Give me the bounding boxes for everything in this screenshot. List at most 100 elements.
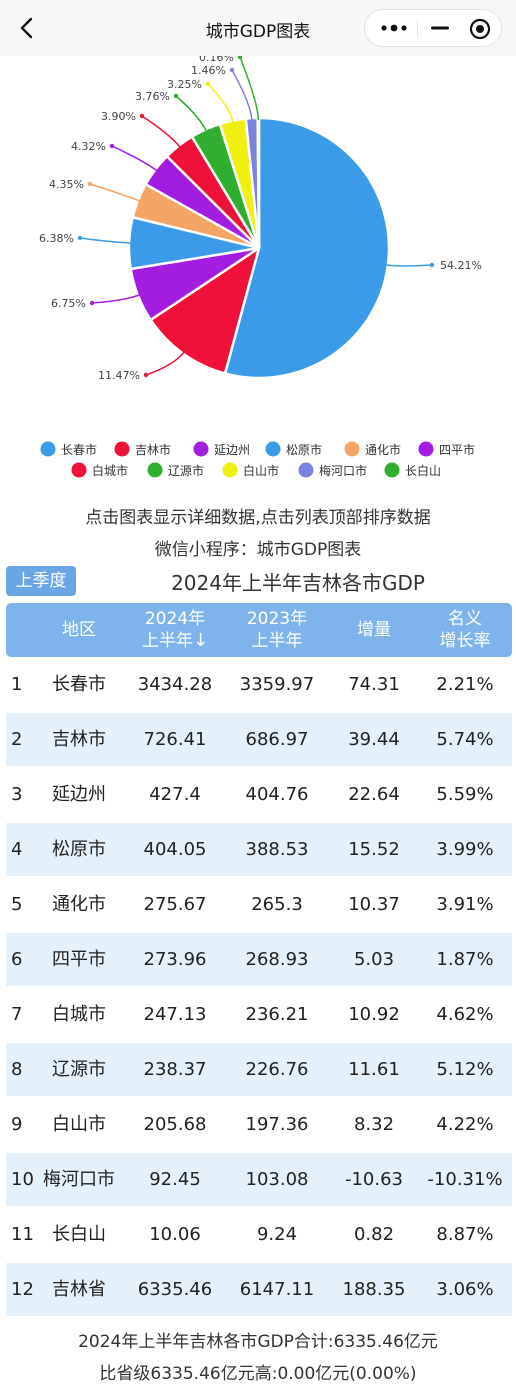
cell-name: 松原市 — [52, 839, 106, 860]
sort-arrow-icon: ↓ — [192, 630, 209, 651]
cell-name: 四平市 — [52, 949, 106, 970]
cell-rate: 8.87% — [436, 1224, 494, 1245]
legend-item[interactable]: 辽源市 — [147, 462, 205, 479]
table-row[interactable]: 3 延边州 427.4 404.76 22.64 5.59% — [6, 768, 512, 821]
legend-label: 白山市 — [243, 463, 279, 478]
more-dots-icon[interactable] — [379, 19, 409, 37]
cell-name: 吉林省 — [52, 1279, 106, 1300]
cell-inc: 22.64 — [348, 784, 400, 805]
table-row[interactable]: 10 梅河口市 92.45 103.08 -10.63 -10.31% — [6, 1153, 512, 1206]
cell-v2024: 247.13 — [143, 1004, 207, 1025]
slice-percent-label: 3.25% — [167, 78, 202, 91]
header-increase[interactable]: 增量 — [332, 603, 416, 657]
legend-item[interactable]: 白城市 — [71, 462, 129, 479]
legend-swatch — [344, 441, 360, 457]
legend-swatch — [114, 441, 130, 457]
legend-item[interactable]: 延边州 — [193, 441, 251, 458]
legend-label: 长白山 — [405, 463, 441, 478]
cell-rate: 5.12% — [436, 1059, 494, 1080]
table-row[interactable]: 8 辽源市 238.37 226.76 11.61 5.12% — [6, 1043, 512, 1096]
cell-idx: 7 — [11, 1004, 23, 1025]
cell-idx: 12 — [11, 1279, 34, 1300]
cell-idx: 5 — [11, 894, 23, 915]
slice-percent-label: 4.35% — [49, 178, 84, 191]
cell-name: 通化市 — [52, 894, 106, 915]
cell-v2024: 3434.28 — [137, 674, 213, 695]
legend-swatch — [418, 441, 434, 457]
pie-slice[interactable] — [256, 116, 261, 249]
back-arrow-icon[interactable] — [14, 14, 42, 42]
leader-line — [89, 183, 141, 202]
slice-percent-label: 54.21% — [440, 259, 482, 272]
table-row[interactable]: 5 通化市 275.67 265.3 10.37 3.91% — [6, 878, 512, 931]
table-row[interactable]: 11 长白山 10.06 9.24 0.82 8.87% — [6, 1208, 512, 1261]
table-row[interactable]: 2 吉林市 726.41 686.97 39.44 5.74% — [6, 713, 512, 766]
table-row[interactable]: 7 白城市 247.13 236.21 10.92 4.62% — [6, 988, 512, 1041]
cell-v2024: 404.05 — [143, 839, 207, 860]
legend-item[interactable]: 吉林市 — [114, 441, 172, 458]
cell-name: 长白山 — [52, 1224, 106, 1245]
header-2024-line1: 2024年 — [144, 609, 206, 629]
legend-item[interactable]: 通化市 — [344, 441, 402, 458]
cell-inc: 10.92 — [348, 1004, 400, 1025]
legend-item[interactable]: 长春市 — [40, 441, 98, 458]
slice-percent-label: 11.47% — [98, 369, 140, 382]
legend-label: 四平市 — [439, 442, 475, 457]
cell-name: 白城市 — [52, 1004, 106, 1025]
minimize-icon[interactable] — [425, 19, 455, 37]
header-growth-rate[interactable]: 名义 增长率 — [418, 603, 512, 657]
header-2023h1[interactable]: 2023年 上半年 — [230, 603, 324, 657]
header-region-label: 地区 — [62, 620, 96, 640]
legend-item[interactable]: 长白山 — [384, 462, 442, 479]
capsule-divider — [417, 21, 418, 37]
legend-label: 白城市 — [92, 463, 128, 478]
legend-item[interactable]: 梅河口市 — [298, 462, 368, 479]
previous-quarter-button[interactable]: 上季度 — [6, 566, 76, 596]
cell-v2024: 273.96 — [143, 949, 207, 970]
cell-v2023: 3359.97 — [239, 674, 315, 695]
cell-rate: 5.59% — [436, 784, 494, 805]
mini-program-capsule — [364, 9, 502, 47]
cell-v2023: 265.3 — [251, 894, 303, 915]
table-row[interactable]: 4 松原市 404.05 388.53 15.52 3.99% — [6, 823, 512, 876]
cell-rate: 3.91% — [436, 894, 494, 915]
cell-idx: 2 — [11, 729, 23, 750]
mini-program-hint: 微信小程序：城市GDP图表 — [154, 540, 362, 560]
leader-line — [91, 294, 141, 304]
cell-rate: 4.22% — [436, 1114, 494, 1135]
target-circle-icon[interactable] — [469, 18, 491, 40]
cell-idx: 1 — [11, 674, 23, 695]
header-increase-label: 增量 — [357, 620, 391, 640]
cell-v2023: 197.36 — [245, 1114, 309, 1135]
table-row[interactable]: 1 长春市 3434.28 3359.97 74.31 2.21% — [6, 658, 512, 711]
legend-item[interactable]: 四平市 — [418, 441, 476, 458]
legend-item[interactable]: 白山市 — [222, 462, 280, 479]
cell-v2024: 427.4 — [149, 784, 201, 805]
leader-dot — [143, 372, 149, 378]
cell-name: 延边州 — [52, 784, 106, 805]
legend-swatch — [40, 441, 56, 457]
header-2024h1[interactable]: 2024年 上半年↓ — [128, 603, 222, 657]
table-row[interactable]: 9 白山市 205.68 197.36 8.32 4.22% — [6, 1098, 512, 1151]
cell-rate: 2.21% — [436, 674, 494, 695]
table-row[interactable]: 12 吉林省 6335.46 6147.11 188.35 3.06% — [6, 1263, 512, 1316]
legend-label: 吉林市 — [135, 442, 171, 457]
cell-idx: 11 — [11, 1224, 34, 1245]
cell-v2024: 92.45 — [149, 1169, 201, 1190]
cell-v2024: 10.06 — [149, 1224, 201, 1245]
gdp-pie-chart[interactable]: 54.21% 11.47% 6.75% 6.38% 4.35% 4.32% 3.90% 3.7… — [0, 56, 516, 492]
table-row[interactable]: 6 四平市 273.96 268.93 5.03 1.87% — [6, 933, 512, 986]
legend-swatch — [265, 441, 281, 457]
cell-inc: 5.03 — [353, 949, 395, 970]
legend-swatch — [147, 462, 163, 478]
cell-v2024: 205.68 — [143, 1114, 207, 1135]
legend-label: 通化市 — [365, 442, 401, 457]
cell-name: 白山市 — [52, 1114, 106, 1135]
leader-line — [207, 83, 234, 123]
legend-item[interactable]: 松原市 — [265, 441, 323, 458]
leader-line — [239, 56, 260, 121]
cell-v2024: 238.37 — [143, 1059, 207, 1080]
leader-line — [145, 351, 185, 376]
leader-dot — [237, 56, 243, 60]
header-region[interactable]: 地区 — [36, 603, 122, 657]
